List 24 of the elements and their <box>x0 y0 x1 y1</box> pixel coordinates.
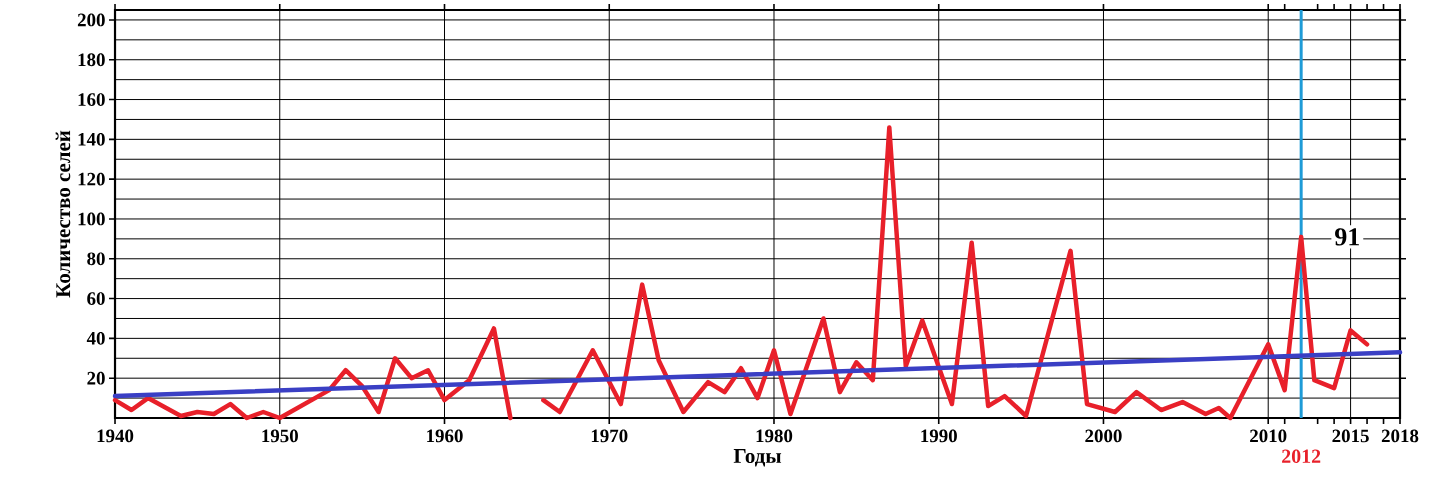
y-axis-title: Количество селей <box>55 130 71 298</box>
y-tick-label: 200 <box>77 13 105 27</box>
ref-line-label: 2012 <box>1282 449 1321 463</box>
x-tick-label: 1970 <box>591 429 628 443</box>
y-tick-label: 140 <box>78 132 105 146</box>
y-tick-label: 160 <box>78 93 105 106</box>
y-tick-label: 80 <box>87 252 105 266</box>
annotation: 91 <box>1335 228 1359 246</box>
x-tick-label: 1960 <box>427 429 463 443</box>
y-tick-label: 20 <box>87 371 105 385</box>
x-tick-label: 2018 <box>1381 429 1419 443</box>
y-tick-label: 100 <box>78 212 105 226</box>
y-tick-label: 180 <box>78 53 105 67</box>
x-axis-title: Годы <box>733 449 782 467</box>
y-tick-label: 60 <box>87 292 105 305</box>
x-tick-label: 2000 <box>1085 429 1122 443</box>
x-tick-label: 1950 <box>262 429 298 443</box>
x-tick-label: 2010 <box>1250 429 1287 443</box>
x-tick-label: 2015 <box>1332 429 1369 443</box>
x-tick-label: 1980 <box>756 429 793 443</box>
y-tick-label: 120 <box>78 172 105 186</box>
x-tick-label: 1940 <box>97 429 134 443</box>
x-tick-label: 1990 <box>921 429 957 443</box>
y-tick-label: 40 <box>86 332 105 345</box>
